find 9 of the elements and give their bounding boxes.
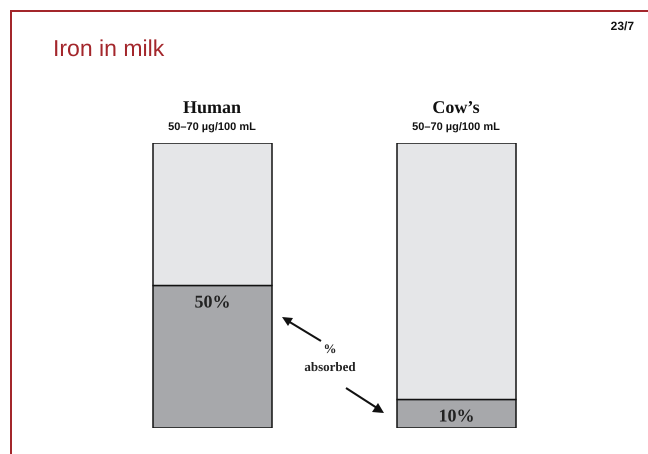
- text: 23/7: [610, 19, 634, 33]
- data-label: 50%: [194, 292, 230, 312]
- x-tick-label: Cow’s: [432, 97, 480, 117]
- text: 50–70 µg/100 mL: [412, 121, 500, 133]
- chart-title: Iron in milk: [53, 35, 164, 62]
- data-label: 10%: [438, 406, 474, 426]
- text: 50–70 µg/100 mL: [168, 121, 256, 133]
- annotation: % absorbed: [303, 340, 357, 376]
- x-tick-label: Human: [182, 97, 242, 117]
